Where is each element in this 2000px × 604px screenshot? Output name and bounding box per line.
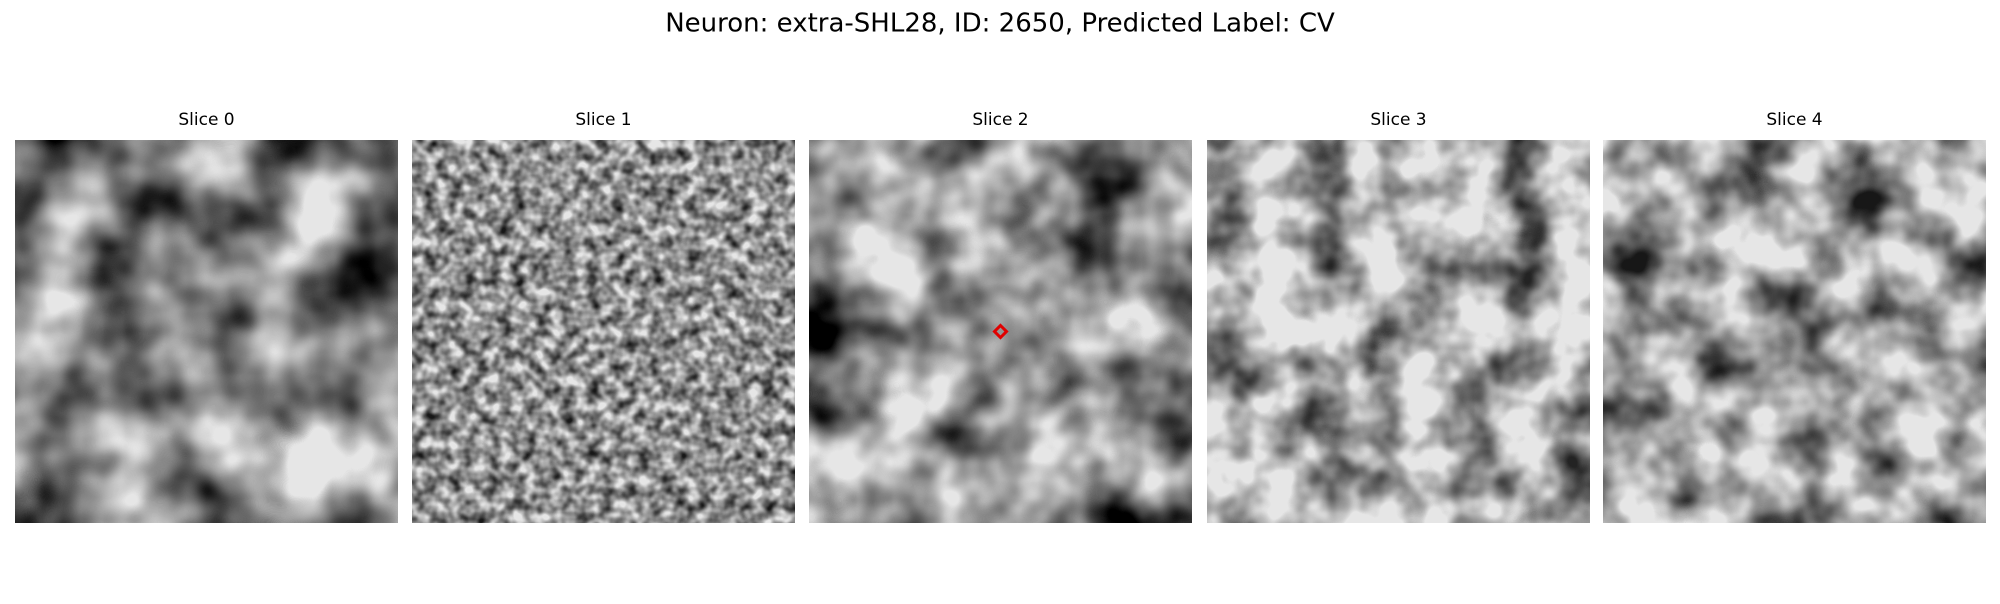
center-marker xyxy=(992,323,1009,340)
slice-panel: Slice 4 xyxy=(1603,110,1986,523)
slice-label: Slice 2 xyxy=(972,110,1028,130)
figure-title: Neuron: extra-SHL28, ID: 2650, Predicted… xyxy=(665,9,1335,39)
slice-image xyxy=(809,140,1192,523)
slice-label: Slice 0 xyxy=(178,110,234,130)
slice-image xyxy=(1603,140,1986,523)
slice-label: Slice 3 xyxy=(1370,110,1426,130)
slice-panel: Slice 0 xyxy=(15,110,398,523)
slice-image xyxy=(1207,140,1590,523)
slice-panel: Slice 2 xyxy=(809,110,1192,523)
slice-panel: Slice 1 xyxy=(412,110,795,523)
slice-label: Slice 4 xyxy=(1766,110,1822,130)
slice-image xyxy=(412,140,795,523)
slice-panel: Slice 3 xyxy=(1207,110,1590,523)
slice-label: Slice 1 xyxy=(575,110,631,130)
slice-image xyxy=(15,140,398,523)
